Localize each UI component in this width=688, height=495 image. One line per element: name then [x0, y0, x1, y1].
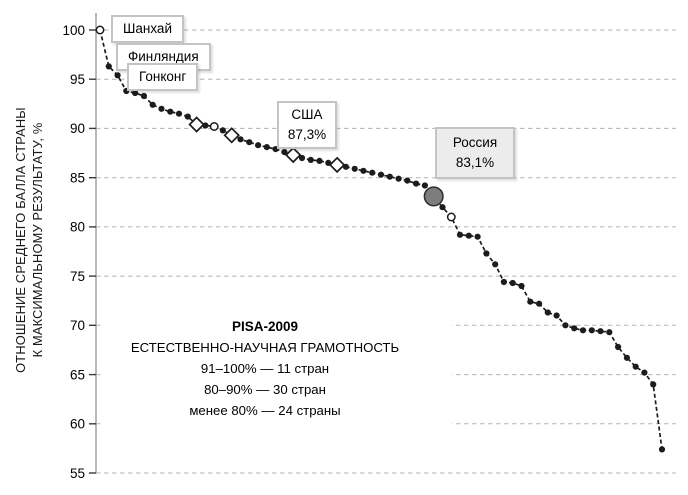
data-point — [298, 154, 306, 162]
data-point — [536, 300, 543, 307]
annotation-bucket-3: менее 80% — 24 страны — [189, 403, 341, 418]
annotation-bucket-2: 80–90% — 30 стран — [204, 382, 326, 397]
data-point — [606, 329, 613, 336]
data-point — [255, 142, 262, 149]
y-tick-label-85: 85 — [70, 171, 85, 186]
data-point — [483, 250, 490, 257]
data-point — [588, 327, 595, 334]
data-point-diamond — [328, 156, 346, 174]
data-point — [650, 381, 657, 388]
data-point — [527, 298, 534, 305]
y-tick-label-95: 95 — [70, 72, 85, 87]
callout-usa: США 87,3% — [277, 101, 337, 149]
data-point — [377, 171, 385, 178]
data-point-open-circle — [95, 25, 105, 35]
data-point — [597, 328, 604, 335]
data-point — [114, 72, 121, 79]
data-point-diamond — [223, 127, 240, 144]
callout-russia-value: 83,1% — [455, 155, 495, 170]
data-point — [456, 231, 464, 238]
data-point — [632, 363, 639, 370]
data-point — [544, 309, 551, 316]
data-point — [263, 144, 270, 151]
data-point-russia — [423, 186, 444, 207]
data-point — [237, 136, 244, 143]
data-point — [246, 139, 253, 146]
data-point — [579, 327, 587, 334]
callout-hongkong: Гонконг — [127, 63, 199, 91]
data-point — [615, 343, 622, 351]
data-point — [351, 165, 358, 172]
annotation-title: PISA-2009 — [231, 319, 299, 334]
y-axis-title-line2: К МАКСИМАЛЬНОМУ РЕЗУЛЬТАТУ, % — [29, 122, 45, 358]
data-point — [562, 322, 569, 329]
callout-russia: Россия 83,1% — [435, 127, 515, 179]
data-point — [105, 63, 112, 70]
data-point — [342, 163, 349, 170]
data-point-diamond — [188, 116, 205, 133]
y-axis-title-line1: ОТНОШЕНИЕ СРЕДНЕГО БАЛЛА СТРАНЫ — [13, 107, 28, 373]
data-point-open-circle — [446, 212, 456, 222]
data-point — [307, 156, 314, 163]
data-point-diamond — [284, 146, 302, 164]
data-point — [369, 169, 376, 176]
data-point — [421, 182, 428, 189]
data-point — [281, 149, 288, 156]
annotation-block: PISA-2009 ЕСТЕСТВЕННО-НАУЧНАЯ ГРАМОТНОСТ… — [115, 316, 415, 421]
data-point — [132, 89, 139, 97]
data-point — [404, 177, 411, 184]
data-point — [500, 278, 507, 286]
data-point — [518, 282, 525, 290]
data-point — [386, 173, 393, 180]
data-point — [623, 354, 631, 361]
y-tick-label-65: 65 — [70, 367, 85, 382]
data-point — [184, 113, 191, 120]
y-tick-label-90: 90 — [70, 121, 85, 136]
data-point — [167, 108, 174, 115]
data-point — [641, 369, 648, 376]
data-point — [219, 127, 226, 134]
data-point — [202, 122, 209, 129]
callout-usa-value: 87,3% — [287, 127, 327, 142]
data-point — [158, 105, 165, 112]
data-point — [571, 325, 578, 332]
data-point — [474, 233, 481, 240]
data-point — [465, 232, 472, 239]
data-point — [492, 261, 499, 268]
callout-usa-name: США — [291, 107, 323, 122]
data-point — [439, 204, 446, 211]
y-tick-label-70: 70 — [70, 318, 85, 333]
data-point — [149, 101, 156, 108]
y-tick-label-80: 80 — [70, 220, 85, 235]
data-point — [413, 180, 420, 187]
callout-russia-name: Россия — [452, 135, 498, 150]
data-point — [395, 175, 402, 182]
callout-shanghai: Шанхай — [111, 15, 184, 43]
data-point-open-circle — [209, 122, 219, 131]
y-tick-label-55: 55 — [70, 466, 85, 481]
data-point — [360, 167, 367, 174]
data-point — [509, 279, 516, 287]
data-point — [658, 446, 666, 453]
y-tick-label-60: 60 — [70, 417, 85, 432]
data-point — [553, 312, 560, 319]
y-axis-title: ОТНОШЕНИЕ СРЕДНЕГО БАЛЛА СТРАНЫ К МАКСИМ… — [13, 15, 47, 465]
data-point — [175, 110, 183, 117]
annotation-backdrop — [104, 298, 452, 432]
annotation-bucket-1: 91–100% — 11 стран — [200, 361, 330, 376]
data-point — [140, 92, 147, 100]
annotation-subtitle: ЕСТЕСТВЕННО-НАУЧНАЯ ГРАМОТНОСТЬ — [130, 340, 400, 355]
data-point — [316, 157, 323, 164]
y-tick-label-100: 100 — [62, 23, 85, 38]
y-tick-label-75: 75 — [70, 269, 85, 284]
